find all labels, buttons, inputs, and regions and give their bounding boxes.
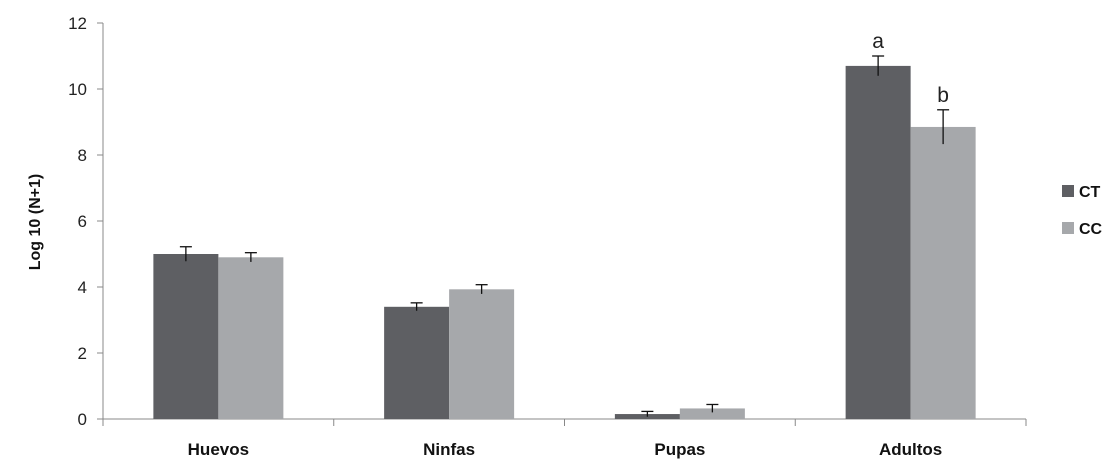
y-tick-label: 10 [68, 80, 87, 99]
y-tick-label: 4 [78, 278, 87, 297]
bar-cc-pupas [679, 408, 745, 419]
y-axis-title: Log 10 (N+1) [27, 174, 44, 270]
legend-swatch-cc [1062, 222, 1074, 234]
significance-letter: b [937, 84, 949, 107]
significance-letter: a [872, 30, 884, 53]
x-category-label: Huevos [188, 440, 249, 459]
bar-cc-adultos [910, 126, 976, 419]
legend-label-ct: CT [1079, 184, 1101, 201]
x-category-label: Ninfas [423, 440, 475, 459]
bar-ct-adultos [845, 65, 911, 420]
y-tick-label: 12 [68, 14, 87, 33]
y-tick-label: 0 [78, 410, 87, 429]
x-category-label: Pupas [654, 440, 705, 459]
plot-area: 0 2 4 6 8 10 12 Huevos Ninfas Pupas Adultos a b [68, 14, 1027, 459]
x-category-label: Adultos [879, 440, 942, 459]
bar-cc-huevos [218, 257, 284, 419]
legend-label-cc: CC [1079, 221, 1103, 238]
bar-ct-ninfas [384, 306, 450, 419]
y-tick-label: 2 [78, 344, 87, 363]
y-tick-label: 6 [78, 212, 87, 231]
legend: CT CC [1062, 184, 1103, 238]
y-tick-label: 8 [78, 146, 87, 165]
bar-cc-ninfas [449, 289, 515, 419]
bar-ct-huevos [153, 254, 219, 419]
legend-swatch-ct [1062, 185, 1074, 197]
